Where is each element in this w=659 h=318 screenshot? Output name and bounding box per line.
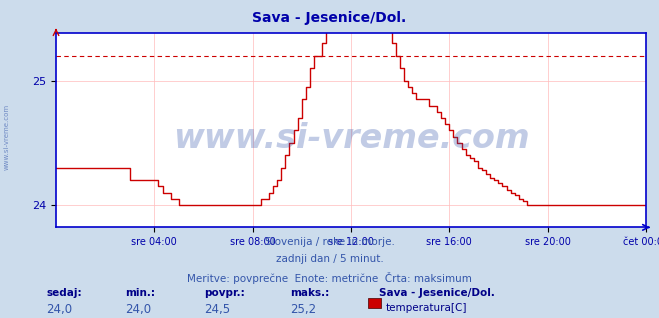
Text: maks.:: maks.:	[290, 288, 330, 298]
Text: povpr.:: povpr.:	[204, 288, 245, 298]
Text: Sava - Jesenice/Dol.: Sava - Jesenice/Dol.	[252, 11, 407, 25]
Text: 24,0: 24,0	[46, 303, 72, 316]
Text: Sava - Jesenice/Dol.: Sava - Jesenice/Dol.	[379, 288, 495, 298]
Text: 24,0: 24,0	[125, 303, 152, 316]
Text: 24,5: 24,5	[204, 303, 231, 316]
Text: Slovenija / reke in morje.: Slovenija / reke in morje.	[264, 237, 395, 247]
Text: www.si-vreme.com: www.si-vreme.com	[3, 104, 10, 170]
Text: zadnji dan / 5 minut.: zadnji dan / 5 minut.	[275, 254, 384, 264]
Text: min.:: min.:	[125, 288, 156, 298]
Text: Meritve: povprečne  Enote: metrične  Črta: maksimum: Meritve: povprečne Enote: metrične Črta:…	[187, 272, 472, 284]
Text: 25,2: 25,2	[290, 303, 316, 316]
Text: www.si-vreme.com: www.si-vreme.com	[173, 122, 529, 155]
Text: sedaj:: sedaj:	[46, 288, 82, 298]
Text: temperatura[C]: temperatura[C]	[386, 303, 467, 313]
